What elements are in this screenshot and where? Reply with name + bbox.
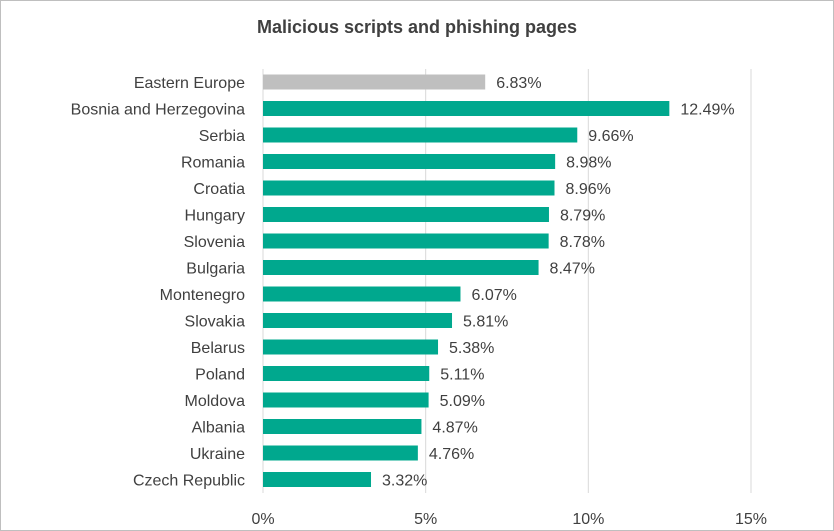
category-label: Bulgaria (186, 261, 245, 278)
category-label: Slovenia (184, 234, 245, 251)
value-label: 5.38% (449, 340, 494, 357)
value-label: 3.32% (382, 473, 427, 490)
x-tick-label: 15% (735, 511, 767, 528)
value-label: 4.87% (432, 420, 477, 437)
value-label: 8.47% (550, 261, 595, 278)
category-label: Slovakia (185, 314, 246, 331)
bar (263, 207, 549, 222)
bar (263, 180, 555, 196)
value-label: 5.09% (440, 393, 485, 410)
value-label: 5.81% (463, 314, 508, 331)
value-label: 8.78% (560, 234, 605, 251)
category-label: Albania (192, 420, 245, 437)
category-label: Poland (195, 367, 245, 384)
bar (263, 339, 439, 355)
bar (263, 445, 418, 461)
bar (263, 313, 453, 328)
bar (263, 472, 372, 487)
bar (263, 366, 430, 381)
bar (263, 419, 422, 434)
value-label: 8.98% (566, 155, 611, 172)
category-label: Serbia (199, 128, 245, 145)
value-label: 6.83% (496, 75, 541, 92)
bar (263, 127, 578, 143)
bar (263, 74, 486, 90)
chart-title: Malicious scripts and phishing pages (256, 17, 578, 37)
category-label: Hungary (185, 208, 245, 225)
category-label: Eastern Europe (134, 75, 245, 92)
category-label: Czech Republic (133, 473, 245, 490)
category-label: Ukraine (190, 446, 245, 463)
category-label: Belarus (191, 340, 245, 357)
bar (263, 154, 556, 169)
value-label: 5.11% (440, 367, 484, 384)
x-tick-label: 5% (414, 511, 437, 528)
bar (263, 286, 461, 302)
category-label: Bosnia and Herzegovina (71, 102, 245, 119)
value-label: 4.76% (429, 446, 474, 463)
bar (263, 233, 549, 249)
value-label: 9.66% (588, 128, 633, 145)
bar (263, 101, 670, 116)
value-label: 8.96% (565, 181, 610, 198)
value-label: 12.49% (680, 102, 734, 119)
value-label: 8.79% (560, 208, 605, 225)
x-tick-label: 0% (251, 511, 274, 528)
category-label: Croatia (193, 181, 245, 198)
bar (263, 392, 429, 408)
category-label: Romania (181, 155, 245, 172)
category-label: Montenegro (160, 287, 245, 304)
category-label: Moldova (185, 393, 246, 410)
bar (263, 260, 539, 275)
value-label: 6.07% (471, 287, 516, 304)
x-tick-label: 10% (572, 511, 604, 528)
